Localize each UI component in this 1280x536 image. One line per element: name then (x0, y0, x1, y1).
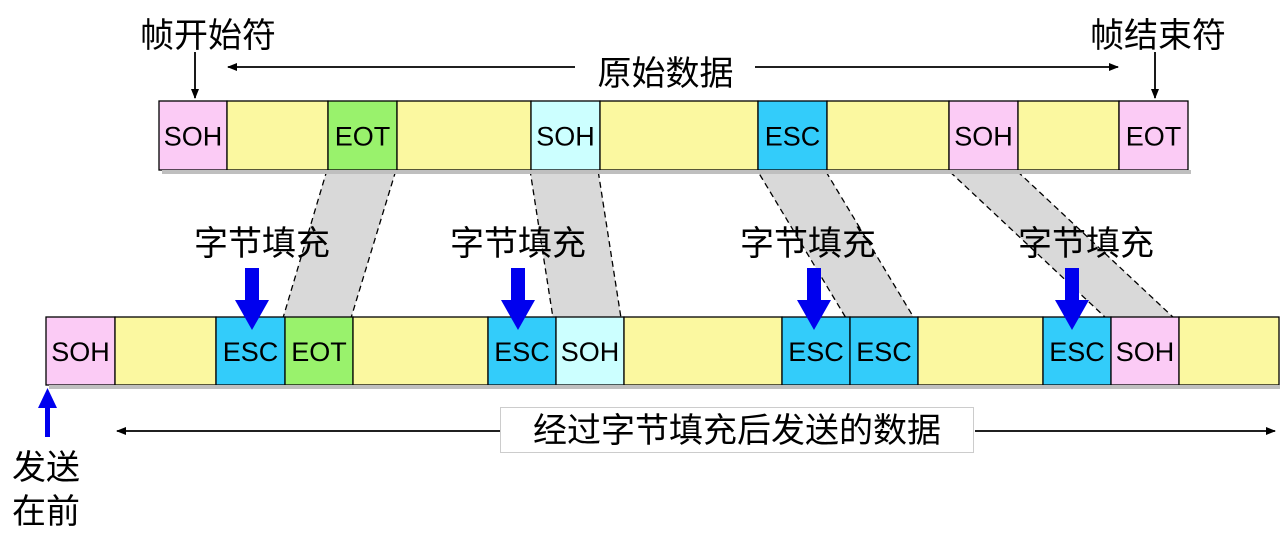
bottom-cell-label-9: ESC (856, 337, 912, 367)
stuffed-frame-row: SOH ESC EOT ESC SOH ESC ESC ESC SOH (45, 316, 1280, 389)
bottom-cell-label-12: SOH (1116, 337, 1175, 367)
byte-stuffing-label-4: 字节填充 (1018, 224, 1154, 264)
top-cell-label-0: SOH (164, 122, 223, 152)
bottom-cell-label-3: EOT (291, 337, 347, 367)
frame-start-label: 帧开始符 (140, 16, 276, 56)
top-cell-3 (396, 100, 532, 171)
byte-stuffing-label-1: 字节填充 (194, 224, 330, 264)
bottom-cell-label-11: ESC (1049, 337, 1105, 367)
bottom-cell-7 (623, 316, 783, 386)
mapping-shades (282, 169, 1176, 319)
top-cell-6: ESC (757, 100, 828, 171)
stuffed-data-label: 经过字节填充后发送的数据 (500, 407, 974, 453)
stuffing-arrows (235, 268, 1089, 330)
top-cell-label-10: EOT (1126, 122, 1182, 152)
bottom-cell-label-2: ESC (223, 337, 279, 367)
byte-stuffing-label-2: 字节填充 (450, 224, 586, 264)
top-cell-label-2: EOT (335, 122, 391, 152)
top-cell-0: SOH (158, 100, 228, 171)
stuffing-arrow-1 (235, 268, 269, 330)
bottom-cell-1 (114, 316, 217, 386)
bottom-cell-13 (1178, 316, 1280, 386)
send-first-arrow (38, 388, 57, 437)
stuffing-arrow-4 (1055, 268, 1089, 330)
bottom-cell-6: SOH (555, 316, 625, 386)
top-cell-1 (226, 100, 329, 171)
bottom-cell-12: SOH (1110, 316, 1180, 386)
top-cell-label-8: SOH (954, 122, 1013, 152)
send-first-label-line2: 在前 (12, 492, 80, 532)
bottom-cell-8: ESC (781, 316, 851, 386)
byte-stuffing-label-3: 字节填充 (740, 224, 876, 264)
bottom-cell-2: ESC (215, 316, 286, 386)
bottom-cell-label-0: SOH (51, 337, 110, 367)
top-cell-label-6: ESC (765, 122, 821, 152)
top-cell-2: EOT (327, 100, 398, 171)
top-cell-7 (826, 100, 950, 171)
bottom-cell-5: ESC (487, 316, 557, 386)
bottom-cell-label-6: SOH (561, 337, 620, 367)
stuffing-arrow-2 (501, 268, 535, 330)
frame-end-label: 帧结束符 (1090, 16, 1226, 56)
top-cell-10: EOT (1118, 100, 1189, 171)
bottom-cell-10 (917, 316, 1044, 386)
bottom-cell-label-8: ESC (788, 337, 844, 367)
bottom-cell-0: SOH (45, 316, 116, 386)
send-first-label-line1: 发送 (12, 448, 80, 488)
bottom-cell-3: EOT (284, 316, 354, 386)
top-cell-4: SOH (530, 100, 601, 171)
top-cell-5 (599, 100, 759, 171)
top-cell-label-4: SOH (536, 122, 595, 152)
bottom-cell-9: ESC (849, 316, 919, 386)
bottom-cell-4 (352, 316, 489, 386)
bottom-cell-label-5: ESC (494, 337, 550, 367)
stuffing-arrow-3 (797, 268, 831, 330)
top-cell-9 (1017, 100, 1120, 171)
original-frame-row: SOH EOT SOH ESC SOH EOT (158, 100, 1191, 174)
top-cell-8: SOH (948, 100, 1019, 171)
original-data-label: 原始数据 (578, 46, 753, 95)
bottom-cell-11: ESC (1042, 316, 1112, 386)
